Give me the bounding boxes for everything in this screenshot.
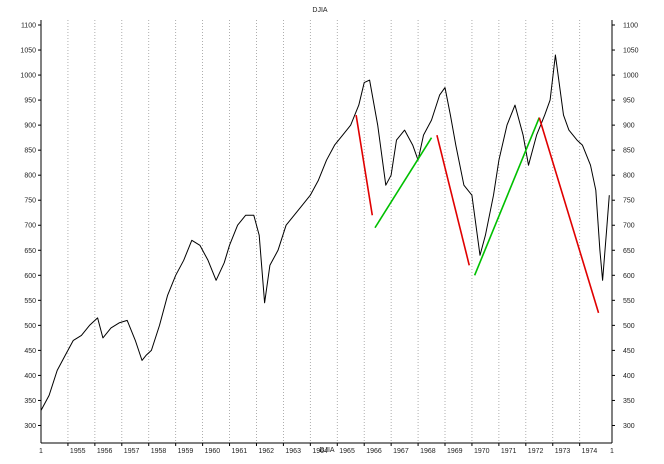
y-tick-label-left: 1100 <box>21 23 36 30</box>
red-trend-line <box>538 117 600 314</box>
x-tick-label: 1974 <box>582 448 598 455</box>
y-tick-label-left: 1050 <box>20 48 36 55</box>
y-tick-label-left: 800 <box>24 173 36 180</box>
green-trend-line <box>473 117 541 276</box>
x-tick-label: 1973 <box>555 448 571 455</box>
y-tick-label-left: 1000 <box>20 73 36 80</box>
y-tick-label-left: 650 <box>24 248 36 255</box>
x-tick-label: 1966 <box>366 448 382 455</box>
x-tick-label: 1972 <box>528 448 544 455</box>
chart-title: DJIA <box>312 7 328 14</box>
x-tick-label: 1958 <box>151 448 167 455</box>
y-tick-label-right: 600 <box>623 273 635 280</box>
y-tick-label-left: 550 <box>24 298 36 305</box>
x-tick-label: 1960 <box>205 448 221 455</box>
x-tick-label-first: 1 <box>39 448 43 455</box>
y-tick-label-right: 1000 <box>623 73 639 80</box>
y-tick-label-left: 350 <box>24 398 36 405</box>
x-tick-label: 1961 <box>232 448 248 455</box>
y-tick-label-right: 700 <box>623 223 635 230</box>
y-tick-label-right: 850 <box>623 148 635 155</box>
y-tick-label-left: 500 <box>24 323 36 330</box>
y-tick-label-left: 600 <box>24 273 36 280</box>
x-tick-label: 1956 <box>97 448 113 455</box>
y-tick-label-right: 300 <box>623 423 635 430</box>
y-tick-label-right: 750 <box>623 198 635 205</box>
y-tick-label-right: 800 <box>623 173 635 180</box>
y-tick-label-right: 450 <box>623 348 635 355</box>
x-tick-label: 1968 <box>420 448 436 455</box>
y-tick-label-left: 400 <box>24 373 36 380</box>
axes <box>38 20 615 446</box>
y-tick-label-right: 350 <box>623 398 635 405</box>
x-tick-label: 1969 <box>447 448 463 455</box>
y-tick-label-right: 1050 <box>623 48 639 55</box>
red-trend-line <box>355 114 374 216</box>
trend-lines <box>355 114 600 314</box>
x-tick-label: 1971 <box>501 448 517 455</box>
x-tick-label: 1955 <box>70 448 86 455</box>
y-tick-label-right: 400 <box>623 373 635 380</box>
price-series <box>40 54 610 411</box>
x-tick-label: 1962 <box>258 448 274 455</box>
y-tick-label-left: 850 <box>24 148 36 155</box>
y-tick-label-right: 500 <box>623 323 635 330</box>
red-trend-line <box>436 134 471 266</box>
y-tick-label-left: 950 <box>24 98 36 105</box>
y-tick-label-left: 300 <box>24 423 36 430</box>
y-tick-label-right: 550 <box>623 298 635 305</box>
y-tick-label-left: 750 <box>24 198 36 205</box>
x-tick-label: 1964 <box>312 448 328 455</box>
green-trend-line <box>374 137 433 229</box>
y-tick-label-right: 650 <box>623 248 635 255</box>
y-tick-label-left: 450 <box>24 348 36 355</box>
x-tick-label: 1959 <box>178 448 194 455</box>
y-tick-label-left: 900 <box>24 123 36 130</box>
labels: 300 300 350 350 400 400 450 450 500 500 550 550 600 6… <box>20 23 638 455</box>
x-tick-label: 1970 <box>474 448 490 455</box>
x-tick-label: 1967 <box>393 448 409 455</box>
x-tick-label: 1965 <box>339 448 355 455</box>
y-tick-label-right: 900 <box>623 123 635 130</box>
chart-footer-label: DJIA <box>319 447 335 454</box>
x-tick-label: 1963 <box>285 448 301 455</box>
y-tick-label-left: 700 <box>24 223 36 230</box>
y-tick-label-right: 950 <box>623 98 635 105</box>
y-tick-label-right: 1100 <box>623 23 638 30</box>
x-tick-label: 1957 <box>124 448 140 455</box>
x-tick-label-last: 1 <box>610 448 614 455</box>
djia-price-line <box>40 54 610 411</box>
